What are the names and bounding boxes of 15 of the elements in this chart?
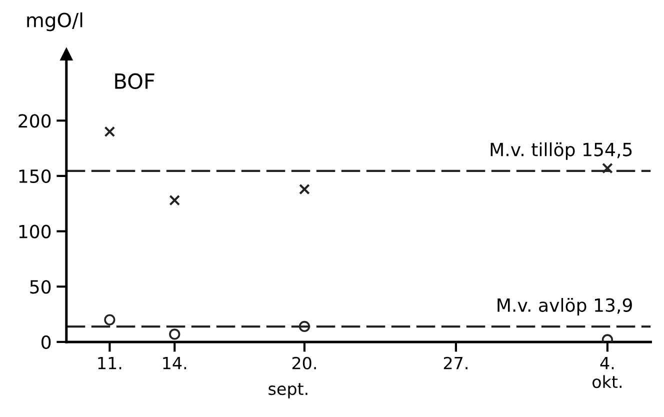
ref-line-label: M.v. tillöp 154,5	[490, 142, 632, 160]
text: BOF	[115, 73, 154, 90]
y-axis-title: mgO/l	[27, 12, 82, 32]
y-tick-label: 100	[19, 224, 51, 238]
x-tick-label: 14.	[163, 357, 186, 370]
y-tick-label: 0	[42, 335, 51, 350]
x-tick-label: 20.	[292, 356, 316, 370]
x-tick-label: 27.	[444, 356, 468, 370]
y-tick-label: 50	[30, 280, 51, 294]
ref-line-label: M.v. avlöp 13,9	[498, 298, 632, 316]
y-tick-label: 200	[18, 114, 51, 128]
text: sept.	[268, 383, 308, 398]
y-tick-label: 150	[19, 169, 51, 184]
x-tick-label: 4. okt.	[592, 357, 622, 388]
x-tick-label: 11.	[98, 357, 122, 370]
